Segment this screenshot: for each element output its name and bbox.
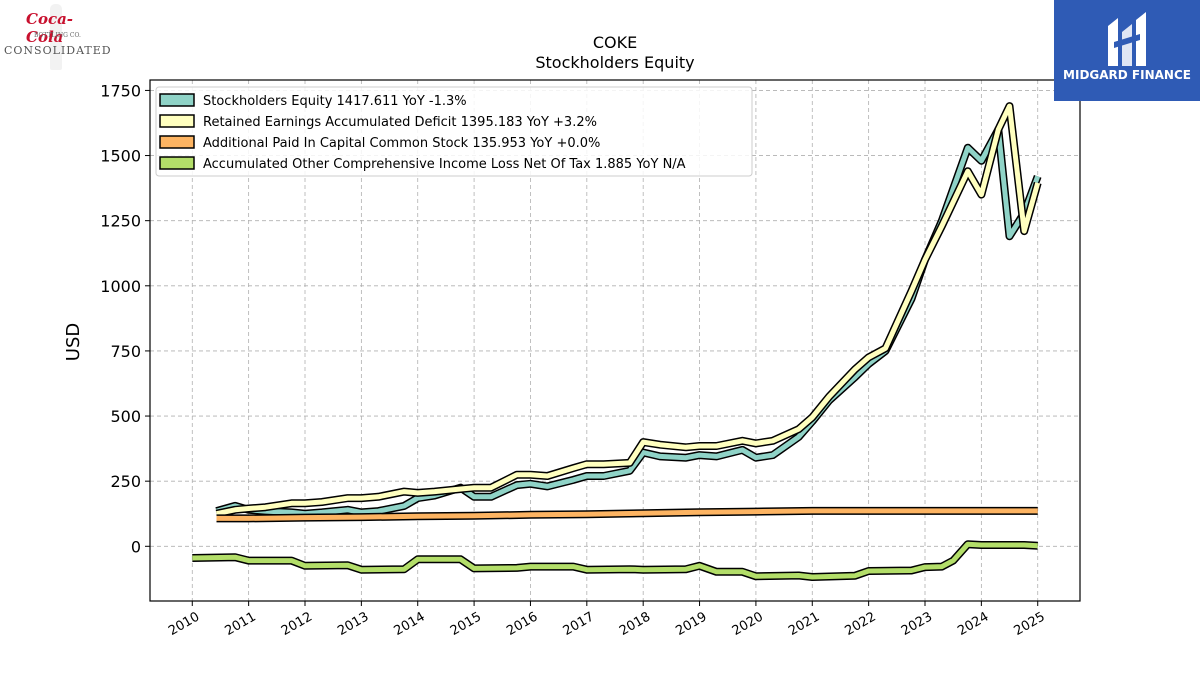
- legend-swatch: [159, 135, 195, 149]
- x-tick-label: 2013: [335, 609, 371, 639]
- y-tick-label: 1500: [100, 147, 141, 166]
- coca-cola-consolidated-logo: Coca-Cola BOTTLING CO. CONSOLIDATED: [4, 4, 111, 72]
- midgard-mark-icon: [1108, 12, 1146, 66]
- x-tick-label: 2015: [448, 609, 484, 639]
- legend-swatch: [159, 114, 195, 128]
- x-tick-label: 2019: [673, 609, 709, 639]
- plot-frame: [149, 79, 1081, 602]
- y-axis-label: USD: [63, 323, 84, 361]
- x-tick-label: 2021: [786, 609, 822, 639]
- x-tick-label: 2023: [899, 609, 935, 639]
- y-axis-ticks: 0 250 500 750 1000 1250 1500 1750: [100, 81, 150, 556]
- y-tick-label: 250: [110, 472, 141, 491]
- x-tick-label: 2025: [1012, 609, 1048, 639]
- bottle-icon: [50, 4, 62, 70]
- x-tick-label: 2014: [392, 609, 428, 639]
- legend-entry: Retained Earnings Accumulated Deficit 13…: [203, 115, 597, 130]
- legend-entry: Stockholders Equity 1417.611 YoY -1.3%: [203, 94, 467, 109]
- legend-swatch: [159, 93, 195, 107]
- y-tick-label: 1000: [100, 277, 141, 296]
- coke-logo-script: Coca-Cola: [26, 10, 74, 46]
- series-line: [215, 127, 1041, 517]
- x-tick-label: 2020: [730, 609, 766, 639]
- legend-entry: Additional Paid In Capital Common Stock …: [203, 136, 600, 151]
- legend: Stockholders Equity 1417.611 YoY -1.3% Re…: [155, 86, 753, 177]
- x-axis-ticks: 2010 2011 2012 2013 2014 2015 2016 2017 2018 2019…: [166, 601, 1048, 639]
- legend-swatch: [159, 156, 195, 170]
- x-tick-label: 2010: [166, 609, 202, 639]
- y-tick-label: 0: [131, 537, 141, 556]
- coke-logo-sub: BOTTLING CO.: [34, 32, 81, 39]
- x-tick-label: 2011: [222, 609, 258, 639]
- x-tick-label: 2012: [279, 609, 315, 639]
- legend-box: [155, 86, 753, 177]
- x-tick-label: 2017: [561, 609, 597, 639]
- x-tick-label: 2018: [617, 609, 653, 639]
- coke-logo-word: CONSOLIDATED: [4, 44, 112, 57]
- series-line: [215, 103, 1041, 517]
- y-tick-label: 750: [110, 342, 141, 361]
- x-tick-label: 2022: [842, 609, 878, 639]
- midgard-finance-logo: MIDGARD FINANCE: [1054, 0, 1200, 101]
- y-tick-label: 1250: [100, 212, 141, 231]
- y-tick-label: 500: [110, 407, 141, 426]
- series-line: [192, 541, 1038, 580]
- chart-subtitle: Stockholders Equity: [535, 53, 694, 72]
- chart-title: COKE: [593, 33, 637, 52]
- x-tick-label: 2024: [955, 609, 991, 639]
- series-lines: [192, 102, 1042, 581]
- midgard-brand-name: MIDGARD FINANCE: [1063, 68, 1191, 82]
- y-tick-label: 1750: [100, 81, 141, 100]
- x-tick-label: 2016: [504, 609, 540, 639]
- series-line: [216, 508, 1038, 521]
- series-line-outline: [215, 125, 1042, 518]
- legend-entry: Accumulated Other Comprehensive Income L…: [203, 157, 686, 172]
